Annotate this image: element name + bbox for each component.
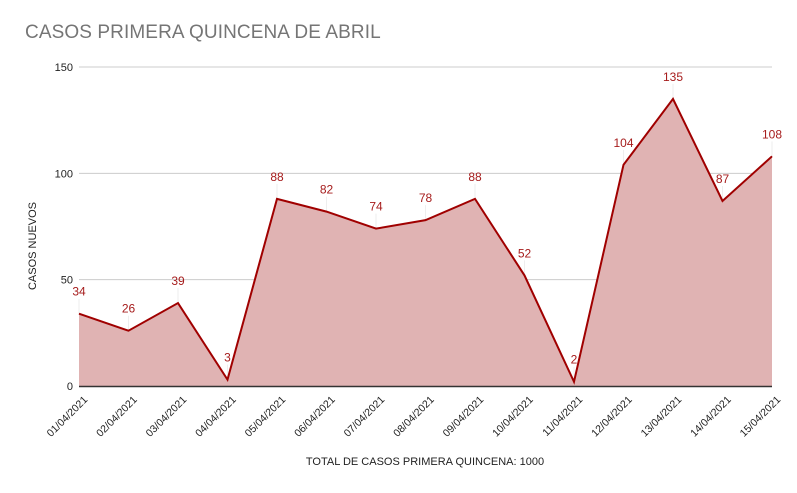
x-tick-label: 01/04/2021 xyxy=(45,394,91,440)
data-label: 74 xyxy=(369,200,383,214)
data-label: 88 xyxy=(468,170,482,184)
label-leader-lines xyxy=(78,83,773,382)
data-line xyxy=(78,96,773,385)
y-tick-label: 50 xyxy=(61,275,73,287)
x-axis-ticks: 01/04/2021 02/04/2021 03/04/2021 04/04/2021… xyxy=(45,394,784,440)
data-label: 39 xyxy=(171,274,185,288)
x-tick-label: 03/04/2021 xyxy=(144,394,190,440)
x-tick-label: 04/04/2021 xyxy=(193,394,239,440)
x-tick-label: 12/04/2021 xyxy=(589,394,635,440)
data-label: 104 xyxy=(613,136,633,150)
y-tick-label: 150 xyxy=(55,62,73,74)
x-tick-label: 15/04/2021 xyxy=(738,394,784,440)
x-tick-label: 05/04/2021 xyxy=(243,394,289,440)
y-tick-label: 0 xyxy=(67,381,73,393)
data-label: 3 xyxy=(224,351,231,365)
data-label: 108 xyxy=(762,127,782,141)
data-label: 78 xyxy=(419,191,433,205)
y-axis-ticks: 0 50 100 150 xyxy=(55,62,73,393)
x-tick-label: 10/04/2021 xyxy=(490,394,536,440)
data-label: 135 xyxy=(663,70,683,84)
x-tick-label: 11/04/2021 xyxy=(540,394,585,439)
area-fill xyxy=(79,98,772,387)
data-label: 2 xyxy=(571,353,578,367)
y-axis-title: CASOS NUEVOS xyxy=(27,202,39,290)
data-label: 34 xyxy=(72,285,86,299)
x-tick-label: 14/04/2021 xyxy=(688,394,734,440)
data-labels: 34 26 39 3 88 82 74 78 88 52 2 104 135 87 108 xyxy=(72,70,782,367)
x-axis-title: TOTAL DE CASOS PRIMERA QUINCENA: 1000 xyxy=(306,456,544,468)
x-tick-label: 08/04/2021 xyxy=(391,394,437,440)
x-tick-label: 07/04/2021 xyxy=(342,394,388,440)
x-tick-label: 13/04/2021 xyxy=(639,394,685,440)
data-label: 82 xyxy=(320,183,334,197)
x-tick-label: 09/04/2021 xyxy=(441,394,487,440)
y-tick-label: 100 xyxy=(55,168,73,180)
data-label: 88 xyxy=(270,170,284,184)
data-label: 52 xyxy=(518,246,532,260)
data-label: 87 xyxy=(716,172,730,186)
x-tick-label: 06/04/2021 xyxy=(292,394,338,440)
chart-title: CASOS PRIMERA QUINCENA DE ABRIL xyxy=(25,22,381,43)
data-label: 26 xyxy=(122,302,136,316)
x-tick-label: 02/04/2021 xyxy=(94,394,140,440)
